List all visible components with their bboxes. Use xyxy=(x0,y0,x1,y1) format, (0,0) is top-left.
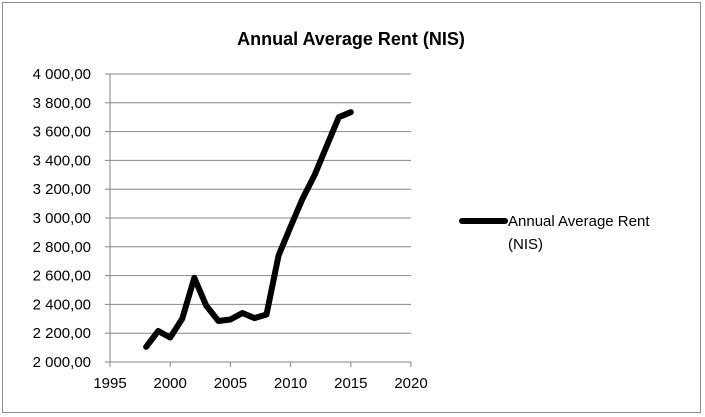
y-tick-label: 3 200,00 xyxy=(33,181,91,198)
y-tick-label: 2 200,00 xyxy=(33,325,91,342)
chart-title: Annual Average Rent (NIS) xyxy=(237,29,465,49)
y-tick-label: 2 000,00 xyxy=(33,354,91,371)
x-tick-label: 2015 xyxy=(334,375,367,392)
x-tick-label: 1995 xyxy=(93,375,126,392)
x-tick-label: 2005 xyxy=(214,375,247,392)
legend: Annual Average Rent (NIS) xyxy=(459,213,650,253)
y-tick-label: 2 600,00 xyxy=(33,268,91,285)
gridlines xyxy=(110,73,411,334)
series-line xyxy=(143,109,354,350)
chart-frame xyxy=(2,2,701,413)
y-tick-label: 3 000,00 xyxy=(33,210,91,227)
y-tick-label: 4 000,00 xyxy=(33,66,91,83)
x-axis-ticks: 1995 2000 2005 2010 2015 2020 xyxy=(93,362,428,392)
y-tick-label: 3 800,00 xyxy=(33,95,91,112)
x-tick-label: 2000 xyxy=(154,375,187,392)
series-group xyxy=(143,109,354,350)
y-tick-label: 3 600,00 xyxy=(33,124,91,141)
y-axis-ticks: 2 000,00 2 200,00 2 400,00 2 600,00 2 800,00… xyxy=(33,66,110,371)
y-tick-label: 3 400,00 xyxy=(33,152,91,169)
axes xyxy=(109,74,411,363)
y-tick-label: 2 800,00 xyxy=(33,239,91,256)
legend-label-line-1: Annual Average Rent xyxy=(508,213,650,230)
legend-label-line-2: (NIS) xyxy=(508,236,543,253)
x-tick-label: 2010 xyxy=(274,375,307,392)
x-tick-label: 2020 xyxy=(394,375,427,392)
y-tick-label: 2 400,00 xyxy=(33,296,91,313)
